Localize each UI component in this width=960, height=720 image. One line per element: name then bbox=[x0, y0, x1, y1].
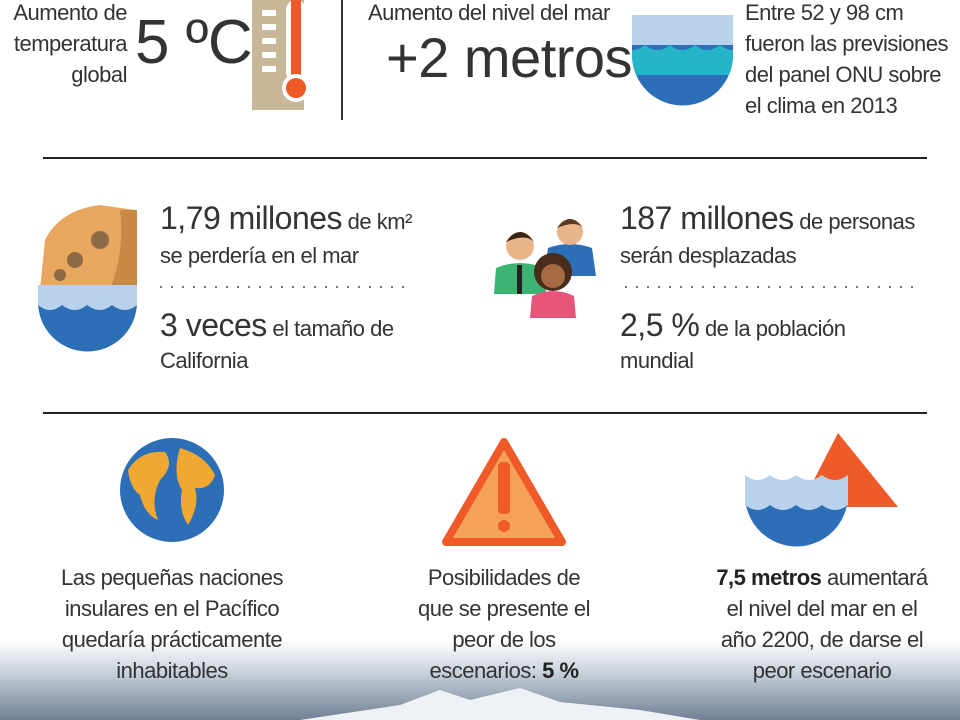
forecast: Entre 52 y 98 cm fueron las previsiones … bbox=[745, 0, 949, 121]
bold-value: 7,5 metros bbox=[716, 565, 822, 590]
big-number: 187 millones bbox=[620, 200, 794, 236]
text: escenarios: bbox=[429, 658, 543, 683]
unit: de personas bbox=[793, 209, 915, 234]
sea-level-label: Aumento del nivel del mar bbox=[368, 0, 610, 25]
forecast-line: el clima en 2013 bbox=[745, 93, 898, 118]
temperature-label: Aumento de temperatura global bbox=[13, 0, 127, 90]
caption-line: que se presente el bbox=[417, 596, 591, 621]
warning-icon bbox=[442, 438, 566, 546]
sea-level-value: +2 metros bbox=[386, 26, 633, 89]
caption-line: Las pequeñas naciones bbox=[61, 565, 283, 590]
caption-line: año 2200, de darse el bbox=[720, 627, 924, 652]
bold-value: 5 % bbox=[542, 658, 579, 683]
text: de la población bbox=[699, 316, 846, 341]
people-value: 187 millones de personas bbox=[620, 198, 915, 242]
text: el tamaño de bbox=[266, 316, 394, 341]
worst-case-caption: Posibilidades de que se presente el peor… bbox=[417, 562, 591, 686]
big-number: 1,79 millones bbox=[160, 200, 343, 236]
big-number: 2,5 % bbox=[620, 307, 700, 343]
label-line: temperatura bbox=[13, 31, 128, 56]
temperature-value: 5 ºC bbox=[135, 8, 253, 77]
sea-rise-icon bbox=[745, 433, 898, 547]
sea-rise-caption: 7,5 metros aumentará el nivel del mar en… bbox=[716, 562, 928, 686]
globe-icon bbox=[120, 438, 224, 542]
caption-line: escenarios: 5 % bbox=[418, 655, 590, 686]
label-line: global bbox=[71, 62, 127, 87]
land-value: 1,79 millones de km² bbox=[160, 198, 412, 242]
caption-line: quedaría prácticamente bbox=[61, 627, 283, 652]
text-line: California bbox=[160, 348, 248, 373]
caption-line: el nivel del mar en el bbox=[726, 596, 918, 621]
big-number: 3 veces bbox=[160, 307, 267, 343]
caption-line: peor de los bbox=[452, 627, 556, 652]
thermometer-icon bbox=[252, 0, 310, 110]
text-line: serán desplazadas bbox=[620, 243, 797, 268]
forecast-line: del panel ONU sobre bbox=[745, 62, 941, 87]
snow-peak bbox=[300, 688, 700, 720]
caption-line: 7,5 metros aumentará bbox=[716, 562, 928, 593]
caption-line: peor escenario bbox=[752, 658, 892, 683]
label-line: Aumento de bbox=[13, 0, 127, 25]
caption-line: Posibilidades de bbox=[427, 565, 581, 590]
people-compare: 2,5 % de la población bbox=[620, 305, 846, 349]
land-icon bbox=[38, 205, 137, 352]
wave-icon bbox=[632, 15, 733, 106]
forecast-line: fueron las previsiones bbox=[745, 31, 949, 56]
people-icon bbox=[494, 219, 596, 318]
text-line: mundial bbox=[620, 348, 694, 373]
islands-caption: Las pequeñas naciones insulares en el Pa… bbox=[61, 562, 283, 686]
land-compare: 3 veces el tamaño de bbox=[160, 305, 394, 349]
text: aumentará bbox=[821, 565, 928, 590]
unit: de km² bbox=[342, 209, 413, 234]
caption-line: inhabitables bbox=[116, 658, 228, 683]
forecast-line: Entre 52 y 98 cm bbox=[745, 0, 904, 25]
caption-line: insulares en el Pacífico bbox=[64, 596, 280, 621]
text-line: se perdería en el mar bbox=[160, 243, 359, 268]
